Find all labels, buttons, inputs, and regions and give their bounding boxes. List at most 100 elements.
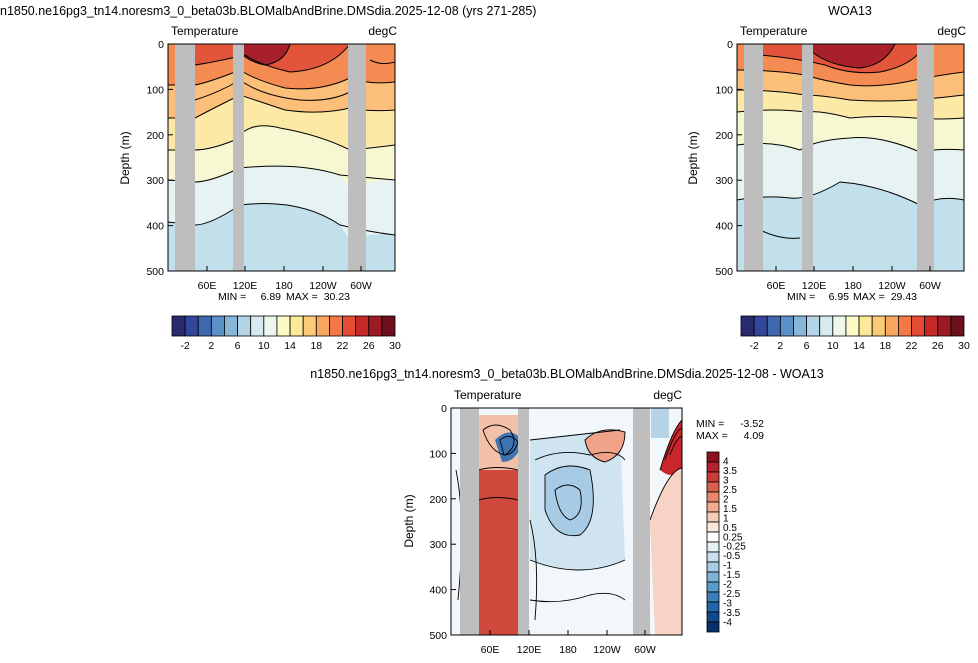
panel-a-xtick-label: 60E	[198, 280, 217, 292]
panel-a-land-indonesia	[233, 44, 244, 271]
panel-c-colorbar-label: 0.25	[723, 532, 743, 543]
panel-b-ytick-label: 200	[715, 130, 733, 142]
panel-c-ylabel: Depth (m)	[402, 494, 416, 547]
panel-c-colorbar-box	[706, 601, 720, 613]
panel-c-max-label: MAX =	[696, 430, 728, 442]
panel-c-colorbar-label: 3	[723, 475, 729, 486]
panel-c-colorbar-label: 2.5	[723, 485, 737, 496]
panel-a-colorbar-label: 26	[363, 340, 375, 352]
panel-b-colorbar-box	[871, 315, 886, 337]
panel-b-xtick-label: 120W	[878, 280, 906, 292]
panel-a-colorbar-box	[315, 315, 330, 337]
panel-a-colorbar-box	[197, 315, 212, 337]
panel-c-xtick-label: 60E	[481, 644, 500, 656]
panel-c-colorbar-box	[706, 481, 720, 493]
panel-b-colorbar-box	[884, 315, 899, 337]
panel-c-ytick-label: 400	[429, 585, 447, 597]
panel-a-colorbar-box	[224, 315, 238, 337]
panel-c-colorbar-box	[706, 531, 720, 543]
panel-b-colorbar-label: 2	[777, 340, 783, 352]
panel-c-ytick-label: 200	[429, 494, 447, 506]
panel-c-xtick-label: 120E	[517, 644, 542, 656]
panel-c-stats: MIN = -3.52 MAX = 4.09	[696, 418, 764, 442]
panel-b-colorbar-label: -2	[749, 340, 758, 352]
panel-a-stats: MIN = 6.89 MAX = 30.23	[218, 291, 350, 303]
panel-a-xtick-label: 120E	[233, 280, 258, 292]
panel-b-xtick-label: 60W	[919, 280, 941, 292]
panel-c-xtick-label: 180	[559, 644, 577, 656]
panel-a-colorbar-box	[250, 315, 265, 337]
difference-panel: n1850.ne16pg3_tn14.noresm3_0_beta03b.BLO…	[310, 367, 824, 656]
panel-a-colorbar-label: 14	[284, 340, 296, 352]
panel-a-ytick-label: 500	[146, 266, 164, 278]
panel-b-colorbar-label: 10	[827, 340, 839, 352]
panel-a-colorbar-box	[329, 315, 343, 337]
panel-c-atlantic-cool	[651, 408, 669, 438]
panel-a-colorbar-label: 30	[389, 340, 401, 352]
panel-c-colorbar-box	[706, 551, 720, 563]
panel-c-land-america	[633, 408, 650, 635]
panel-a-warm-pool	[238, 44, 290, 65]
panel-b-colorbar-box	[911, 315, 926, 337]
panel-a-land-africa	[175, 44, 195, 271]
panel-c-min-label: MIN =	[696, 418, 724, 430]
panel-c-colorbar-box	[706, 581, 720, 593]
panel-c-colorbar-label: -2	[723, 580, 732, 591]
panel-c-colorbar-label: 0.5	[723, 523, 737, 534]
panel-b-colorbar-box	[898, 315, 912, 337]
panel-c-colorbar-box	[706, 491, 720, 503]
panel-b-left-label: Temperature	[740, 24, 808, 38]
panel-a-land-america	[348, 44, 366, 271]
panel-c-ytick-label: 100	[429, 448, 447, 460]
panel-c-colorbar-label: -0.5	[723, 551, 741, 562]
panel-b-right-label: degC	[937, 24, 966, 38]
panel-b-ytick-label: 500	[715, 266, 733, 278]
panel-c-colorbar-box	[706, 451, 720, 463]
panel-a-ytick-label: 400	[146, 221, 164, 233]
panel-b-colorbar-label: 14	[853, 340, 865, 352]
panel-c-colorbar-box	[706, 521, 720, 533]
panel-c-colorbar-label: 4	[723, 456, 729, 467]
panel-a-max-value: 30.23	[324, 291, 350, 303]
panel-c-colorbar-label: -2.5	[723, 589, 741, 600]
panel-a-colorbar-label: 6	[235, 340, 241, 352]
panel-c-colorbar-label: -0.25	[723, 542, 746, 553]
panel-c-land-africa	[460, 408, 479, 635]
panel-a-colorbar-label: 10	[258, 340, 270, 352]
panel-b-ytick-label: 0	[727, 39, 733, 51]
panel-b-colorbar-box	[819, 315, 834, 337]
panel-a-colorbar-box	[184, 315, 199, 337]
panel-a-colorbar-box	[342, 315, 357, 337]
panel-a-colorbar-label: -2	[180, 340, 189, 352]
panel-b-ytick-label: 100	[715, 84, 733, 96]
panel-b-min-value: 6.95	[829, 291, 850, 303]
panel-b-land-africa	[744, 44, 763, 271]
panel-b-ylabel: Depth (m)	[686, 131, 700, 184]
model-temperature-panel: n1850.ne16pg3_tn14.noresm3_0_beta03b.BLO…	[0, 4, 536, 352]
panel-b-colorbar: -2 2 6 10 14 18 22 26 30	[740, 315, 970, 352]
panel-a-colorbar: -2 2 6 10 14 18 22 26 30	[171, 315, 401, 352]
panel-a-xtick-label: 60W	[350, 280, 372, 292]
panel-c-colorbar-label: -1.5	[723, 570, 741, 581]
panel-b-colorbar-label: 18	[879, 340, 891, 352]
panel-c-colorbar-box	[706, 561, 720, 573]
panel-b-land-indonesia	[802, 44, 813, 271]
panel-b-xtick-label: 120E	[802, 280, 827, 292]
panel-a-ytick-label: 300	[146, 175, 164, 187]
panel-c-min-value: -3.52	[740, 418, 764, 430]
panel-b-colorbar-label: 6	[804, 340, 810, 352]
panel-b-colorbar-box	[832, 315, 847, 337]
panel-a-min-value: 6.89	[261, 291, 282, 303]
panel-b-colorbar-label: 26	[932, 340, 944, 352]
panel-b-ytick-label: 300	[715, 175, 733, 187]
panel-c-pacific-cool-core	[545, 466, 594, 536]
panel-a-colorbar-box	[302, 315, 317, 337]
panel-c-xtick-label: 120W	[593, 644, 621, 656]
panel-a-right-label: degC	[368, 24, 397, 38]
panel-c-max-value: 4.09	[744, 430, 765, 442]
panel-a-xtick-label: 120W	[309, 280, 337, 292]
panel-c-atlantic-warm-deep	[650, 468, 682, 635]
panel-a-colorbar-box	[171, 315, 186, 337]
panel-c-ytick-label: 300	[429, 539, 447, 551]
panel-c-colorbar-box	[706, 621, 720, 633]
